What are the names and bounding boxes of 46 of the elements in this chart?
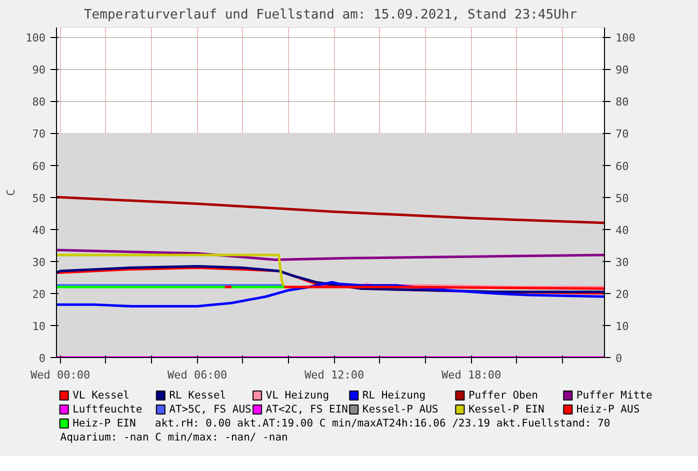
legend-label: Heiz-P AUS	[576, 404, 640, 416]
y2-tick-label: 80	[616, 96, 629, 109]
y2-tick-label: 100	[616, 32, 636, 45]
line-series	[56, 280, 604, 308]
legend-label: AT<2C, FS EIN	[266, 404, 348, 416]
y-tick-label: 60	[32, 160, 46, 173]
y2-tick-label: 50	[616, 192, 629, 205]
y-tick-label: 10	[32, 320, 46, 333]
y-tick-label: 40	[32, 224, 46, 237]
y-tick-label: 100	[26, 32, 46, 45]
legend-label: Luftfeuchte	[72, 404, 142, 416]
legend-label: Heiz-P EIN	[72, 418, 136, 430]
legend-label: VL Kessel	[72, 390, 130, 402]
text: Aquarium: -nan C min/max: -nan/ -nan	[60, 432, 288, 444]
legend-label: Puffer Oben	[468, 390, 538, 402]
legend-label: RL Heizung	[362, 390, 426, 402]
y-tick-label: 90	[32, 64, 46, 77]
x-tick-label: Wed 06:00	[168, 368, 228, 382]
chart-title: Temperaturverlauf und Fuellstand am: 15.09.2021, Stand 23:45Uhr	[84, 8, 578, 22]
y2-tick-label: 70	[616, 128, 629, 141]
text: akt.rH: 0.00 akt.AT:19.00 C min/maxAT24h:16.06 /23.19 akt.Fuellstand: 70	[154, 418, 610, 430]
y-tick-label: 0	[38, 352, 46, 365]
x-tick-label: Wed 00:00	[30, 368, 90, 382]
y2-tick-label: 30	[616, 256, 629, 269]
y2-tick-label: 0	[616, 352, 622, 365]
y2-tick-label: 20	[616, 288, 629, 301]
y-tick-label: 70	[32, 128, 46, 141]
y-tick-label: 30	[32, 256, 46, 269]
y-tick-label: 80	[32, 96, 46, 109]
y2-tick-label: 60	[616, 160, 629, 173]
x-tick-label: Wed 12:00	[304, 368, 364, 382]
legend-label: Kessel-P AUS	[362, 404, 438, 416]
line-series	[56, 248, 604, 262]
legend-label: AT>5C, FS AUS	[169, 404, 252, 416]
legend-label: Puffer Mitte	[576, 390, 652, 402]
legend-label: RL Kessel	[169, 390, 226, 402]
y-axis-title: C	[4, 189, 18, 196]
y2-tick-label: 90	[616, 64, 629, 77]
y2-tick-label: 10	[616, 320, 629, 333]
y2-tick-label: 40	[616, 224, 629, 237]
x-tick-label: Wed 18:00	[442, 368, 502, 382]
y-tick-label: 50	[32, 192, 46, 205]
y-tick-label: 20	[32, 288, 46, 301]
legend-label: VL Heizung	[266, 390, 330, 402]
legend-label: Kessel-P EIN	[468, 404, 544, 416]
line-series	[56, 196, 604, 224]
